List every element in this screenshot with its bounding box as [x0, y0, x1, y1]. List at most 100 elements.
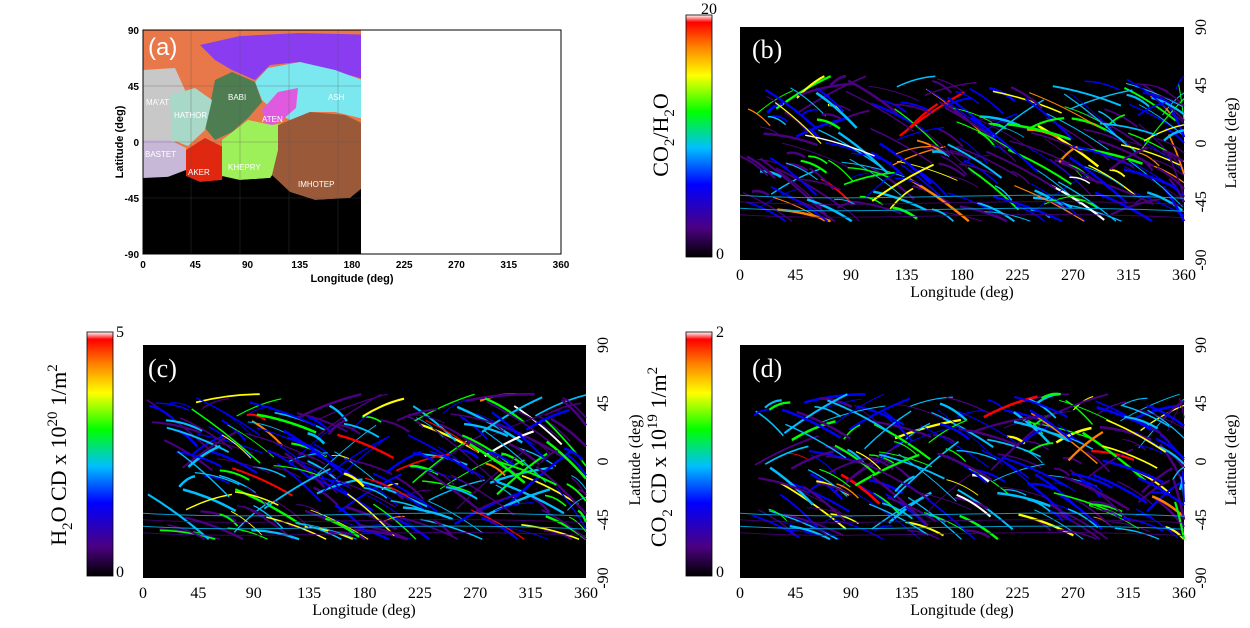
streak [1137, 476, 1185, 507]
streak [219, 469, 250, 481]
ytick-b-90: 90 [1193, 19, 1210, 35]
track-band [739, 207, 1185, 212]
streak [937, 452, 993, 481]
streak [838, 205, 860, 222]
streak [562, 396, 587, 419]
streak [785, 423, 847, 459]
panel-b: 20 0 CO2/H2O (b) 0 45 90 135 180 225 270 315 360… [648, 1, 1240, 301]
streak [930, 411, 994, 448]
streak [845, 90, 914, 132]
streak [486, 400, 551, 443]
streak [798, 75, 867, 113]
ytick-a-45: 45 [128, 82, 140, 93]
track-band [142, 525, 587, 530]
streak [835, 393, 885, 424]
streak [930, 143, 951, 157]
panel-label-c: (c) [148, 354, 177, 383]
streak [764, 88, 817, 129]
streak [363, 487, 388, 499]
xtick-a-360: 360 [553, 260, 570, 271]
track-band [142, 519, 587, 524]
streak [1023, 449, 1043, 464]
streak [1088, 500, 1116, 509]
streak [1041, 393, 1109, 421]
ytick-d-45: 45 [1193, 395, 1210, 411]
streak [1123, 166, 1185, 202]
streak [893, 440, 960, 499]
streak [176, 450, 222, 468]
streak [1025, 440, 1050, 451]
streak [796, 410, 851, 440]
colorbar-d-max: 2 [716, 324, 724, 341]
streak [1075, 498, 1114, 529]
ylabel-d: Latitude (deg) [1223, 414, 1240, 505]
streak [801, 108, 818, 116]
streak [1109, 146, 1148, 171]
xtick-d-90: 90 [843, 585, 859, 602]
streak [1006, 122, 1072, 141]
streak [437, 446, 465, 467]
xtick-c-135: 135 [297, 585, 321, 602]
streak [922, 210, 983, 222]
xtick-d-360: 360 [1172, 585, 1196, 602]
streak [868, 456, 894, 471]
xtick-b-360: 360 [1172, 267, 1196, 284]
streak [313, 443, 335, 461]
streak [273, 465, 321, 477]
panel-label-d: (d) [752, 354, 782, 383]
streak [1026, 421, 1092, 440]
streak [1086, 451, 1111, 473]
streak [271, 467, 302, 479]
streak [747, 108, 771, 127]
streak [494, 502, 534, 512]
streak [991, 99, 1045, 138]
streak [956, 449, 997, 461]
colorbar-c [86, 331, 114, 577]
streak [814, 405, 842, 418]
xtick-c-90: 90 [246, 585, 262, 602]
streak [307, 416, 332, 433]
streak [907, 529, 940, 540]
streak [1124, 140, 1179, 162]
streak [544, 494, 567, 507]
xtick-a-270: 270 [448, 260, 465, 271]
streak [834, 198, 856, 206]
ylabel-a: Latitude (deg) [114, 105, 126, 178]
xtick-a-315: 315 [500, 260, 517, 271]
streak [797, 82, 854, 97]
streak [475, 412, 535, 446]
streak [808, 155, 828, 165]
streak [325, 517, 360, 538]
streak [1146, 191, 1184, 212]
streaks-d [739, 392, 1186, 541]
xtick-a-45: 45 [190, 260, 202, 271]
xtick-a-180: 180 [344, 260, 361, 271]
streak [165, 419, 203, 432]
streak [1141, 467, 1173, 494]
streak [983, 395, 1038, 419]
colorbar-b-min: 0 [716, 246, 724, 263]
region-labels: HAPI SETH ASH BABI ATEN MA'AT HATHOR BAS… [145, 53, 571, 214]
xtick-d-135: 135 [895, 585, 919, 602]
streak [194, 471, 240, 486]
streak [1029, 92, 1099, 128]
streak [990, 144, 1007, 154]
streak [1063, 93, 1128, 147]
streak [1158, 445, 1185, 465]
streak [1079, 479, 1104, 493]
streak [1052, 85, 1122, 107]
colorbar-b-label: CO2/H2O [648, 93, 678, 176]
streak [790, 87, 827, 117]
streak [245, 432, 315, 460]
streak [1083, 128, 1131, 147]
streak [742, 192, 793, 222]
streak [155, 402, 190, 411]
streak [1178, 397, 1185, 418]
streak [567, 496, 587, 511]
streak [439, 423, 477, 448]
label-maftet: MAFTET [513, 145, 545, 154]
streak [470, 509, 525, 540]
xtick-b-135: 135 [895, 267, 919, 284]
streak [311, 424, 377, 480]
